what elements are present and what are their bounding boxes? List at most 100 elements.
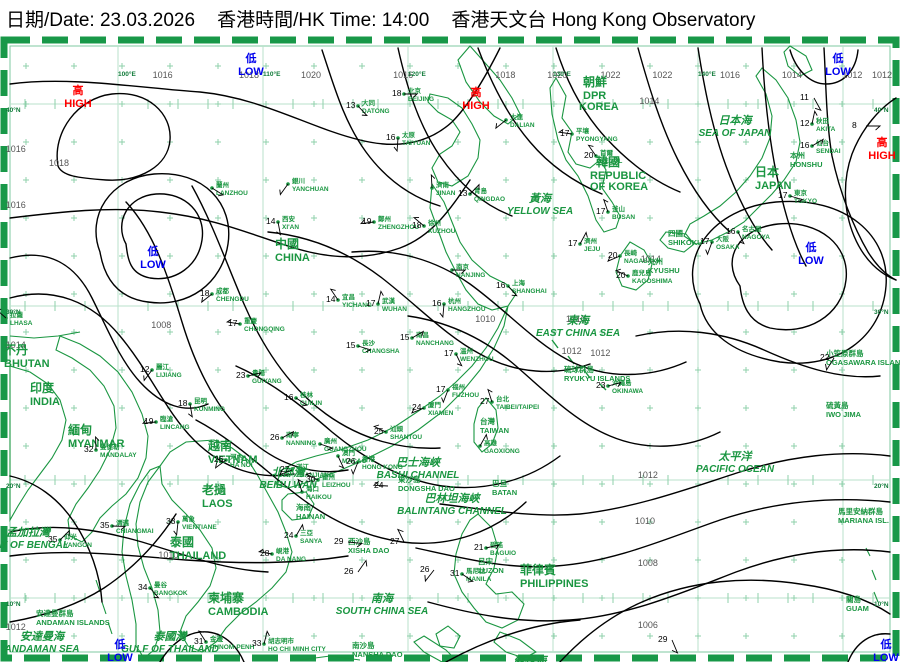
high-pressure-marker-en: HIGH xyxy=(462,100,490,112)
country-label-en: CHINA xyxy=(275,252,310,264)
sea-label-zh: 巴士海峽 xyxy=(396,456,442,469)
grid-cross xyxy=(455,139,461,145)
station-label-en: CHONGQING xyxy=(244,326,285,333)
grid-cross xyxy=(599,519,605,525)
sea-label-en: ANDAMAN SEA xyxy=(4,644,80,655)
coastlines xyxy=(9,45,879,662)
station-label-en: BAGUIO xyxy=(490,550,516,557)
station-label-en: NANJING xyxy=(456,272,485,279)
grid-cross xyxy=(263,595,269,601)
station-label-zh: 長崎 xyxy=(624,248,638,257)
chart-header: 日期/Date: 23.03.2026 香港時間/HK Time: 14:00 … xyxy=(0,0,900,36)
grid-cross xyxy=(503,329,509,335)
station-temperature: 19 xyxy=(362,216,372,226)
grid-cross xyxy=(407,291,413,297)
grid-cross xyxy=(455,291,461,297)
grid-cross xyxy=(407,595,413,601)
isobar-label: 1018 xyxy=(495,70,515,80)
grid-cross xyxy=(215,291,221,297)
station-temperature: 26 xyxy=(214,454,224,464)
grid-cross xyxy=(311,633,317,639)
station-label-zh: 汕頭 xyxy=(390,424,404,433)
grid-cross xyxy=(119,443,125,449)
grid-cross xyxy=(695,63,701,69)
sea-label-zh: 孟加拉灣 xyxy=(6,526,52,539)
sea-temperature: 27 xyxy=(390,536,400,546)
wind-barb xyxy=(813,97,822,112)
station-label-en: KAGOSHIMA xyxy=(632,278,673,285)
grid-cross xyxy=(503,557,509,563)
wind-barb xyxy=(424,569,435,583)
low-pressure-marker-zh: 低 xyxy=(880,637,892,651)
grid-cross xyxy=(839,63,845,69)
grid-cross xyxy=(551,101,557,107)
isobar-label: 1014 xyxy=(639,96,659,106)
wind-barb xyxy=(295,397,309,407)
grid-cross xyxy=(263,405,269,411)
station-temperature: 21 xyxy=(474,542,484,552)
grid-cross xyxy=(263,481,269,487)
wind-barb xyxy=(439,303,445,319)
station-label-zh: 溫州 xyxy=(460,346,473,355)
grid-cross xyxy=(455,481,461,487)
station-label-zh: 太原 xyxy=(401,130,416,139)
region-label-zh: 馬里安納群島 xyxy=(838,506,883,516)
grid-cross xyxy=(407,177,413,183)
station-temperature: 23 xyxy=(596,380,606,390)
graticule-label: 120°E xyxy=(408,70,426,78)
wind-barb xyxy=(188,403,193,418)
station-label-zh: 徐州 xyxy=(427,218,441,227)
wind-barb xyxy=(257,548,273,555)
grid-cross xyxy=(647,101,653,107)
station-label-zh: 香港 xyxy=(362,454,376,463)
wind-barb xyxy=(357,345,372,353)
station-temperature: 32 xyxy=(84,444,94,454)
grid-cross xyxy=(407,329,413,335)
station-label-zh: 沖繩島 xyxy=(612,378,632,387)
station-label-en: MANDALAY xyxy=(100,452,137,459)
station-label-zh: 濟南 xyxy=(436,180,450,189)
grid-cross xyxy=(791,63,797,69)
grid-cross xyxy=(359,367,365,373)
grid-cross xyxy=(695,139,701,145)
region-label-zh: 安達曼群島 xyxy=(36,608,74,618)
grid-cross xyxy=(743,519,749,525)
station-label-en: SEOUL xyxy=(600,158,622,165)
wind-barb xyxy=(557,128,573,135)
station-temperature: 25 xyxy=(374,426,384,436)
grid-cross xyxy=(167,177,173,183)
wind-barb xyxy=(214,459,227,469)
sea-label-en: SEA OF JAPAN xyxy=(699,128,773,139)
grid-cross xyxy=(215,101,221,107)
station-label-zh: 曼德勒 xyxy=(100,442,120,451)
station-label-zh: 名古屋 xyxy=(742,224,762,233)
wind-barb xyxy=(507,285,518,297)
station-label-en: DATONG xyxy=(362,108,390,115)
grid-cross xyxy=(311,177,317,183)
grid-cross xyxy=(647,557,653,563)
station-label-zh: 大連 xyxy=(510,112,524,121)
station-label-zh: 鄭州 xyxy=(377,214,391,223)
grid-cross xyxy=(311,519,317,525)
grid-cross xyxy=(71,177,77,183)
wind-barb xyxy=(305,472,319,481)
wind-barb xyxy=(469,183,480,195)
region-label-en: BATAN xyxy=(492,488,517,497)
weather-chart-map[interactable]: 1016 1016 1018 1020 1022 1022 1018 1020 1016 1014… xyxy=(0,36,900,662)
grid-cross xyxy=(839,557,845,563)
station-label-en: HAIKOU xyxy=(306,494,332,501)
grid-cross xyxy=(647,139,653,145)
grid-cross xyxy=(23,329,29,335)
grid-cross xyxy=(215,177,221,183)
graticule-label: 10°N xyxy=(6,600,21,608)
grid-cross xyxy=(71,443,77,449)
station-label-en: XI'AN xyxy=(282,224,299,231)
station-label-zh: 雷州 xyxy=(322,472,335,481)
station-label-zh: 大阪 xyxy=(716,234,730,243)
isobar-value-labels: 1016 1016 1018 1020 1022 1022 1018 1020 1016 1014… xyxy=(6,70,892,632)
station-label-en: DA NANG xyxy=(276,556,306,563)
sea-label-zh: 巴林坦海峽 xyxy=(425,492,482,505)
